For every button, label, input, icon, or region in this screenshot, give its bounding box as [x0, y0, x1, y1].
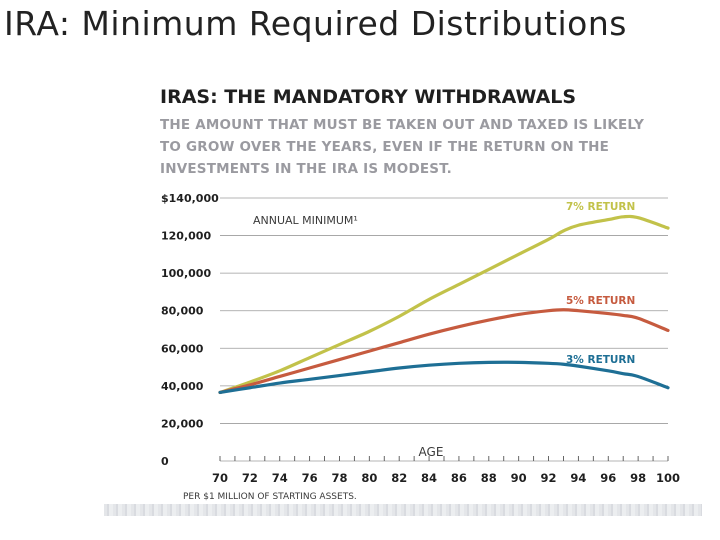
series-label-7pct: 7% RETURN — [566, 201, 635, 213]
y-tick-label: 80,000 — [161, 305, 204, 318]
x-tick-label: 84 — [421, 471, 437, 485]
y-tick-label: 60,000 — [161, 342, 204, 355]
x-tick-label: 98 — [630, 471, 646, 485]
x-tick-label: 76 — [302, 471, 318, 485]
x-axis-label: AGE — [419, 445, 444, 459]
x-tick-label: 70 — [212, 471, 228, 485]
series-line-5pct — [218, 308, 670, 395]
series-line-3pct — [218, 360, 670, 395]
y-tick-label: 40,000 — [161, 380, 204, 393]
x-tick-label: 90 — [511, 471, 527, 485]
x-tick-label: 72 — [242, 471, 258, 485]
series-line-7pct — [218, 214, 670, 395]
x-tick-label: 88 — [481, 471, 497, 485]
x-tick-label: 80 — [361, 471, 377, 485]
chart-footnote: PER $1 MILLION OF STARTING ASSETS. — [183, 492, 357, 502]
series-lines — [218, 214, 670, 395]
series-label-3pct: 3% RETURN — [566, 354, 635, 366]
x-tick-label: 94 — [570, 471, 586, 485]
slide-title: IRA: Minimum Required Distributions — [4, 4, 627, 43]
x-tick-label: 92 — [541, 471, 557, 485]
series-label-5pct: 5% RETURN — [566, 295, 635, 307]
annual-minimum-annotation: ANNUAL MINIMUM¹ — [253, 214, 358, 227]
y-tick-label: 100,000 — [161, 267, 211, 280]
x-tick-label: 78 — [331, 471, 347, 485]
y-tick-label: 0 — [161, 455, 169, 468]
x-tick-label: 86 — [451, 471, 467, 485]
chart-headline: IRAS: THE MANDATORY WITHDRAWALS — [160, 86, 577, 108]
y-tick-label: 20,000 — [161, 417, 204, 430]
y-axis-tick-labels: 0 20,000 40,000 60,000 80,000 100,000 120,000 $… — [161, 192, 219, 468]
x-tick-label: 74 — [272, 471, 288, 485]
x-tick-label: 96 — [600, 471, 616, 485]
x-axis-tick-labels: 70 72 74 76 78 80 82 84 86 88 90 92 94 96 98 100 — [212, 471, 680, 485]
series-labels: 7% RETURN 5% RETURN 3% RETURN — [566, 201, 635, 366]
y-tick-label: 120,000 — [161, 230, 211, 243]
chart-subhead: THE AMOUNT THAT MUST BE TAKEN OUT AND TA… — [160, 117, 645, 177]
x-tick-label: 82 — [391, 471, 407, 485]
scan-artifact-strip — [104, 504, 702, 516]
x-tick-label: 100 — [656, 471, 680, 485]
y-tick-label: $140,000 — [161, 192, 219, 205]
